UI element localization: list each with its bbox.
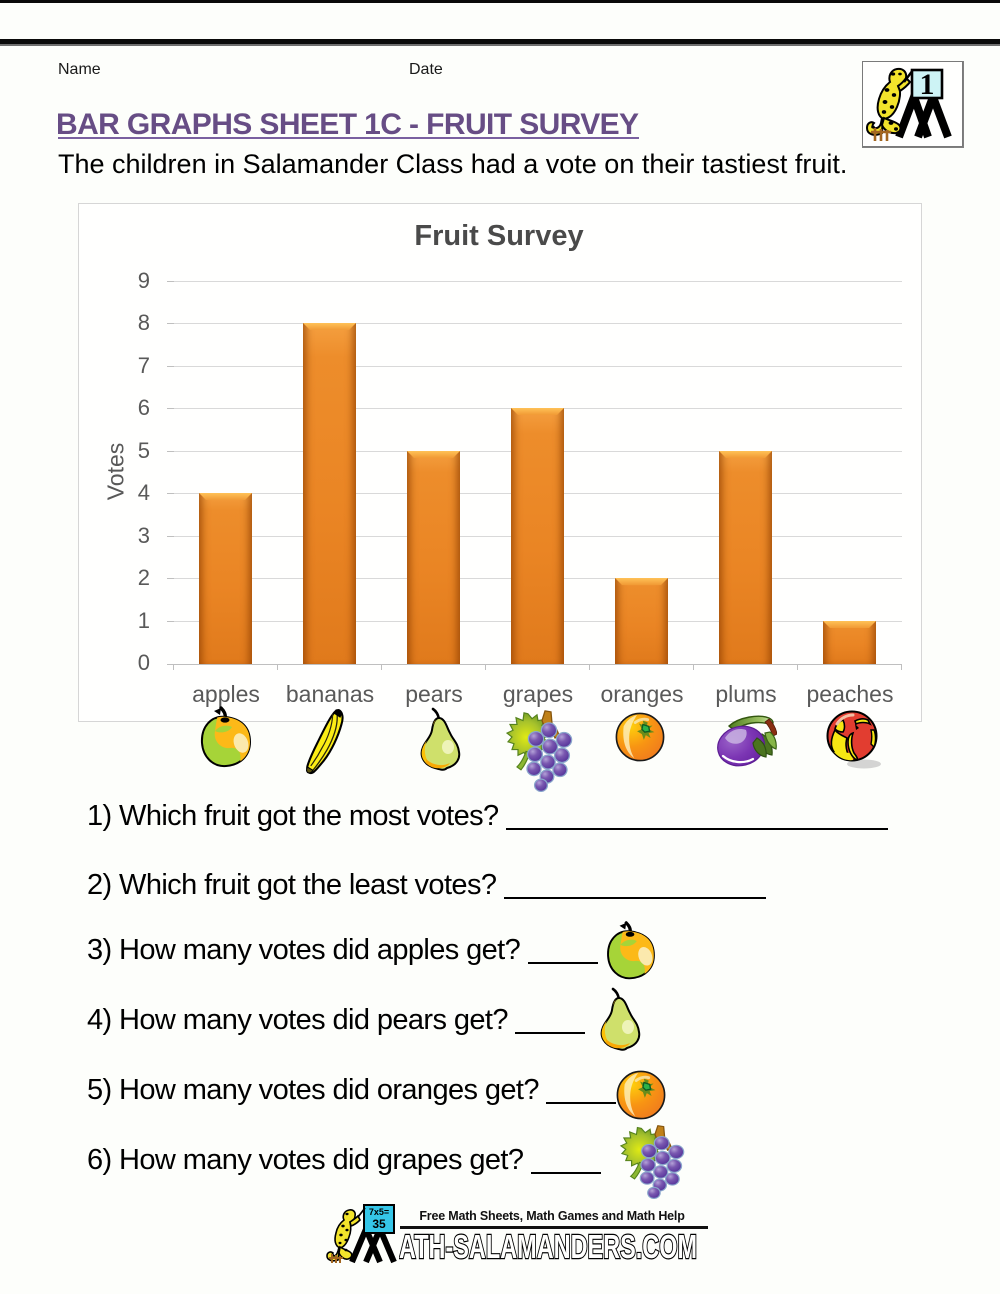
svg-text:1: 1 [920, 68, 935, 101]
svg-text:7x5=: 7x5= [369, 1207, 389, 1217]
svg-text:35: 35 [372, 1217, 386, 1231]
svg-text:ATH-SALAMANDERS.COM: ATH-SALAMANDERS.COM [399, 1229, 697, 1265]
